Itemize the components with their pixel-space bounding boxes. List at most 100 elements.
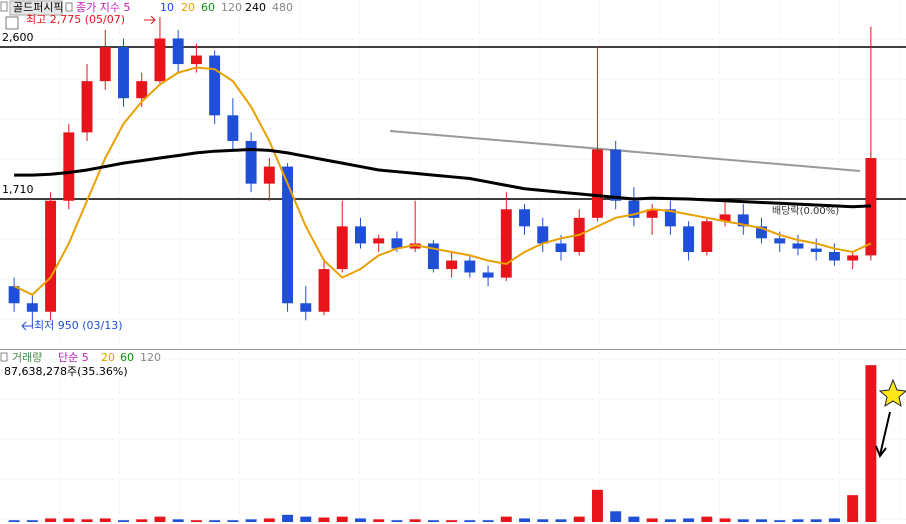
volume-summary: 87,638,278주(35.36%) <box>4 365 128 378</box>
candle-body <box>828 251 840 261</box>
ma-period: 20 <box>181 1 195 14</box>
volume-bar <box>318 517 330 522</box>
candle-body <box>482 272 494 278</box>
candle-body <box>847 255 859 261</box>
low-label: 최저 950 (03/13) <box>34 319 123 332</box>
volume-bar <box>591 489 603 522</box>
candle-body <box>154 38 166 82</box>
candle-body <box>26 303 38 312</box>
volume-ma-label: 단순 5 <box>58 351 89 364</box>
candle-body <box>45 200 57 312</box>
candle-body <box>282 166 294 304</box>
volume-bar <box>519 518 530 522</box>
volume-bar <box>45 518 57 522</box>
candle-body <box>245 140 257 184</box>
volume-bar <box>172 519 184 522</box>
volume-bar <box>209 520 221 522</box>
volume-bar <box>63 518 75 522</box>
volume-bar <box>828 518 840 522</box>
volume-bar <box>190 520 202 522</box>
candle-body <box>263 166 275 184</box>
candle-body <box>136 81 148 99</box>
candle-body <box>81 81 93 133</box>
volume-ma-period: 60 <box>120 351 134 364</box>
volume-bar <box>409 519 421 522</box>
volume-bar <box>245 519 257 522</box>
volume-bar <box>300 516 312 522</box>
y-tick-label: 1,710 <box>2 183 34 196</box>
candle-body <box>774 238 786 244</box>
volume-bar <box>500 516 512 522</box>
high-arrow <box>144 15 156 25</box>
volume-bar <box>99 518 111 522</box>
candle-body <box>209 55 221 116</box>
volume-bar <box>792 519 804 522</box>
volume-bar <box>154 516 166 522</box>
event-label: 배당락(0.00%) <box>772 205 839 217</box>
candle-body <box>300 303 312 312</box>
volume-bar <box>664 519 676 522</box>
volume-ma-period: 120 <box>140 351 161 364</box>
low-arrow <box>21 321 33 331</box>
stock-name-box[interactable] <box>9 0 63 16</box>
icon <box>0 1 8 12</box>
volume-bar <box>774 520 786 522</box>
volume-bar <box>282 514 294 522</box>
volume-bar <box>719 518 731 522</box>
volume-bar <box>118 520 129 522</box>
candle-body <box>810 248 822 252</box>
candle-body <box>555 243 567 252</box>
volume-ma-period: 20 <box>101 351 115 364</box>
candle-body <box>610 149 622 201</box>
candle-body <box>701 221 713 252</box>
volume-bar <box>8 520 20 522</box>
volume-bar <box>81 519 93 522</box>
icon <box>0 352 8 362</box>
volume-bar <box>355 518 366 522</box>
candle-body <box>756 226 767 239</box>
candle-body <box>427 243 439 270</box>
moving-average <box>13 66 872 296</box>
candle-body <box>118 46 129 99</box>
volume-bar <box>336 516 348 522</box>
candle-body <box>683 226 695 252</box>
candle-body <box>628 200 640 218</box>
candle-body <box>172 38 184 65</box>
volume-bar <box>683 518 695 522</box>
volume-bar <box>737 519 749 522</box>
volume-bar <box>628 516 640 522</box>
volume-bar <box>391 520 403 522</box>
volume-bar <box>646 518 658 522</box>
ma-period: 240 <box>245 1 266 14</box>
candle-body <box>190 55 202 65</box>
high-label: 최고 2,775 (05/07) <box>26 13 125 26</box>
volume-bar <box>756 519 767 522</box>
volume-bar <box>373 519 385 522</box>
candle-body <box>464 260 476 273</box>
candle-body <box>63 132 75 201</box>
volume-bar <box>136 519 148 522</box>
candle-body <box>373 238 385 244</box>
candle-body <box>355 226 366 244</box>
volume-bar <box>464 520 476 522</box>
star <box>878 378 906 408</box>
volume-bar <box>810 519 822 522</box>
candle-body <box>737 214 749 227</box>
volume-bar <box>701 516 713 522</box>
icon[interactable] <box>5 16 19 30</box>
moving-average <box>14 147 871 209</box>
candle-body <box>591 149 603 218</box>
candle-body <box>336 226 348 270</box>
ma-label: 종가 지수 5 <box>76 1 130 14</box>
icon <box>65 2 73 12</box>
y-tick-label: 2,600 <box>2 31 34 44</box>
volume-bar <box>573 516 585 522</box>
candle-body <box>227 115 239 141</box>
volume-bar <box>555 519 567 522</box>
candle-body <box>719 214 731 222</box>
ma-period: 10 <box>160 1 174 14</box>
volume-bar <box>26 520 38 522</box>
ma-period: 120 <box>221 1 242 14</box>
candle-body <box>537 226 549 244</box>
candle-body <box>519 209 530 227</box>
